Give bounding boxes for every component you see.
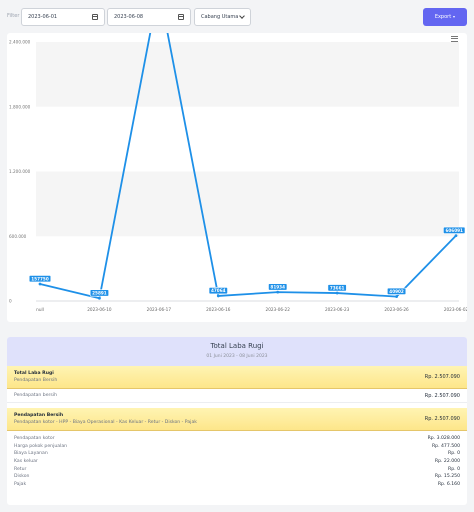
- end-date-value: 2023-06-08: [114, 14, 144, 20]
- data-point: [216, 294, 220, 298]
- y-tick-label: 600.000: [9, 234, 27, 239]
- data-point: [38, 282, 42, 286]
- detail-label: Harga pokok penjualan: [14, 443, 68, 449]
- series-line: [39, 0, 457, 300]
- total-profit-row: Total Laba Rugi Pendapatan Bersih Rp. 2.…: [7, 366, 467, 389]
- line-chart: 2.400.000 1.800.000 1.200.000 600.000 0 null 2…: [9, 0, 468, 312]
- detail-amount: Rp. 3.028.000: [427, 436, 460, 442]
- data-point: [98, 296, 101, 300]
- report-title: Total Laba Rugi: [210, 342, 264, 350]
- net-income-formula: Pendapatan kotor - HPP - Biaya Operasion…: [14, 420, 197, 425]
- start-date-input[interactable]: 2023-06-01: [21, 8, 105, 26]
- detail-amount: Rp. 6.160: [437, 481, 460, 487]
- net-income-section: Pendapatan Bersih Pendapatan kotor - HPP…: [7, 408, 467, 431]
- list-item: Biaya Layanan Rp. 0: [14, 450, 460, 458]
- detail-label: Pajak: [14, 481, 27, 487]
- x-tick-label: 2023-06-26: [384, 307, 409, 312]
- detail-label: Diskon: [14, 474, 30, 480]
- list-item: Kas keluar Rp. 22.000: [14, 458, 460, 466]
- grid-band: [36, 171, 459, 237]
- x-tick-label: 2023-06-10: [87, 307, 112, 312]
- detail-amount: Rp. 15.250: [434, 474, 460, 480]
- detail-amount: Rp. 477.500: [431, 443, 460, 449]
- chart-card: 2.400.000 1.800.000 1.200.000 600.000 0 null 2…: [7, 0, 468, 322]
- filter-label: Filter: [7, 13, 20, 19]
- y-tick-label: 2.400.000: [9, 40, 31, 45]
- detail-amount: Rp. 22.000: [434, 459, 460, 465]
- detail-amount: Rp. 0: [448, 466, 460, 472]
- data-point: [454, 234, 458, 237]
- data-label-box: [89, 289, 109, 297]
- list-item: Pajak Rp. 6.160: [14, 481, 460, 489]
- detail-amount: Rp. 0: [448, 451, 460, 457]
- export-button-label: Export: [434, 14, 452, 20]
- x-tick-label: 2023-06-22: [266, 307, 291, 312]
- net-income-section-amount: Rp. 2.507.090: [424, 416, 460, 422]
- branch-select-value: Cabang Utama: [201, 14, 239, 20]
- net-income-row: Pendapatan bersih Rp. 2.507.090: [7, 389, 467, 403]
- data-label: 40902: [389, 289, 404, 294]
- branch-select[interactable]: Cabang Utama: [194, 8, 251, 26]
- report-period: 01 Juni 2023 - 08 Juni 2023: [206, 354, 268, 359]
- data-label: 47064: [211, 288, 226, 293]
- x-tick-label: 2023-06-17: [147, 307, 172, 312]
- export-button[interactable]: Export: [423, 8, 467, 26]
- net-income-section-label: Pendapatan Bersih: [14, 413, 64, 418]
- x-tick-label: 2023-06-16: [206, 307, 231, 312]
- end-date-input[interactable]: 2023-06-08: [107, 8, 191, 26]
- data-label-box: [208, 287, 228, 295]
- net-income-amount: Rp. 2.507.090: [424, 392, 460, 399]
- calendar-icon[interactable]: [92, 14, 98, 20]
- y-tick-label: 1.200.000: [9, 169, 31, 174]
- data-point: [335, 291, 339, 295]
- filter-bar: Filter 2023-06-01 2023-06-08 Cabang Utam…: [0, 0, 474, 34]
- profit-loss-report: Total Laba Rugi 01 Juni 2023 - 08 Juni 2…: [7, 337, 467, 505]
- data-label: 157750: [31, 276, 49, 281]
- list-item: Retur Rp. 0: [14, 465, 460, 473]
- detail-label: Biaya Layanan: [14, 451, 48, 457]
- x-tick-label: 2023-06-02: [444, 307, 467, 312]
- data-label: 73661: [330, 285, 345, 290]
- list-item: Pendapatan kotor Rp. 3.028.000: [14, 435, 460, 443]
- grid-band: [36, 42, 459, 107]
- caret-down-icon: [453, 16, 456, 18]
- data-label-box: [327, 284, 347, 292]
- detail-list: Pendapatan kotor Rp. 3.028.000 Harga pok…: [7, 431, 467, 488]
- net-income-label: Pendapatan bersih: [14, 393, 58, 398]
- x-tick-label: 2023-06-23: [325, 307, 350, 312]
- data-label-box: [443, 226, 466, 234]
- data-label: 606091: [445, 228, 463, 233]
- x-tick-label: null: [36, 307, 44, 312]
- data-label: 25891: [92, 291, 107, 296]
- data-label-box: [28, 275, 52, 283]
- report-header: Total Laba Rugi 01 Juni 2023 - 08 Juni 2…: [7, 337, 467, 366]
- data-point: [395, 295, 398, 298]
- data-label-box: [387, 287, 407, 295]
- detail-label: Retur: [14, 466, 27, 472]
- hamburger-icon[interactable]: [451, 36, 458, 42]
- y-tick-label: 0: [9, 299, 12, 304]
- detail-label: Pendapatan kotor: [14, 436, 55, 442]
- total-profit-label: Total Laba Rugi: [14, 371, 54, 376]
- data-label: 81934: [270, 284, 285, 289]
- data-label-box: [268, 283, 288, 291]
- total-profit-sub: Pendapatan Bersih: [14, 378, 58, 383]
- chevron-down-icon: [239, 13, 245, 19]
- total-profit-amount: Rp. 2.507.090: [424, 374, 460, 380]
- start-date-value: 2023-06-01: [28, 14, 58, 20]
- y-tick-label: 1.800.000: [9, 104, 31, 109]
- detail-label: Kas keluar: [14, 459, 38, 465]
- data-point: [276, 290, 280, 294]
- list-item: Diskon Rp. 15.250: [14, 473, 460, 481]
- calendar-icon[interactable]: [178, 14, 184, 20]
- list-item: Harga pokok penjualan Rp. 477.500: [14, 443, 460, 451]
